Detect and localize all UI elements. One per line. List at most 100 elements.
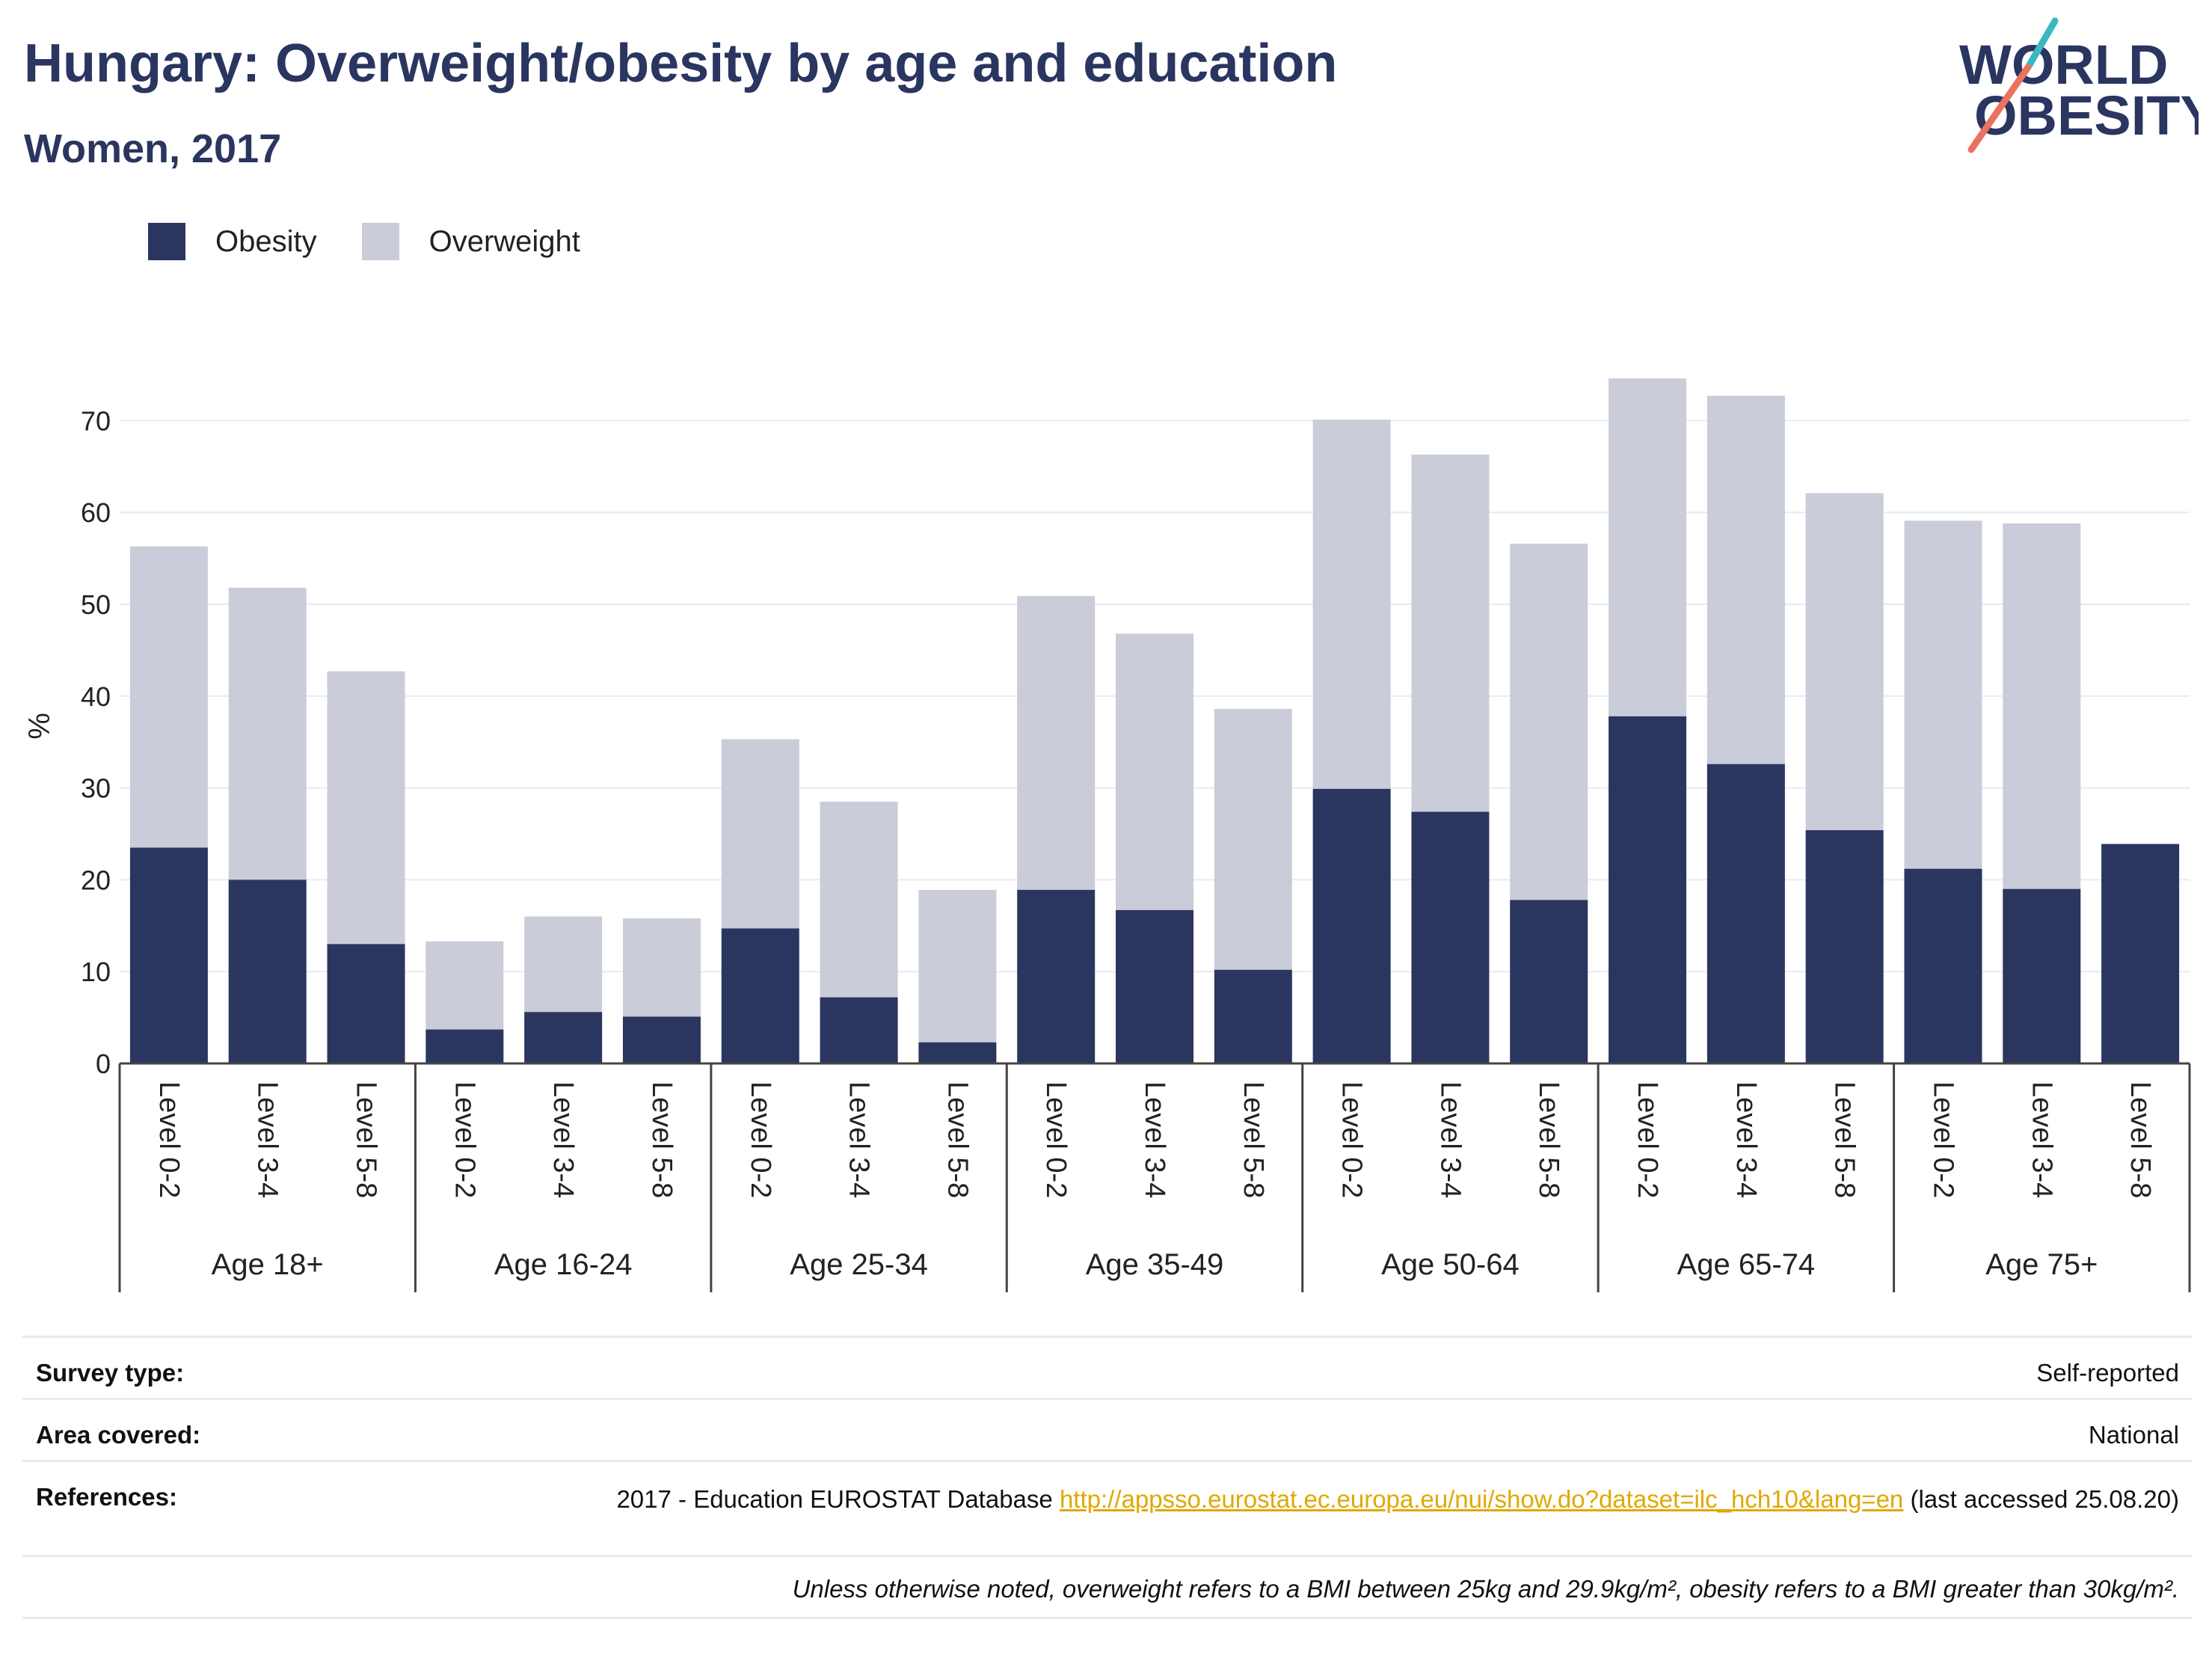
bar-overweight [1017,595,1096,890]
group-label: Age 25-34 [790,1248,928,1281]
legend-swatch-overweight [361,223,399,260]
x-tick-label: Level 5-8 [2125,1081,2156,1198]
info-table: Survey type: Self-reported Area covered:… [22,1336,2193,1619]
survey-type-value: Self-reported [2036,1359,2179,1387]
bar-overweight [622,918,701,1017]
bar-overweight [327,671,405,945]
bar-overweight [918,889,997,1043]
y-axis-label: % [23,713,56,740]
logo-text-world: WORLD [1959,34,2169,96]
group-label: Age 75+ [1985,1248,2098,1281]
x-tick-label: Level 3-4 [1730,1081,1762,1198]
group-label: Age 65-74 [1677,1248,1816,1281]
bar-overweight [228,587,307,880]
group-label: Age 50-64 [1381,1248,1520,1281]
x-tick-label: Level 3-4 [1434,1081,1466,1198]
survey-type-label: Survey type: [36,1359,185,1387]
y-tick-label: 0 [96,1048,111,1079]
definition-note: Unless otherwise noted, overweight refer… [792,1575,2179,1603]
bar-obesity [2101,844,2180,1063]
legend-label-obesity: Obesity [215,224,317,258]
chart-title: Hungary: Overweight/obesity by age and e… [24,34,1338,93]
info-row-references: References: 2017 - Education EUROSTAT Da… [22,1460,2193,1555]
references-label: References: [36,1483,177,1511]
bar-obesity [228,879,307,1063]
logo-slash-coral [1967,64,2032,153]
bar-obesity [327,944,405,1063]
x-tick-label: Level 0-2 [745,1081,776,1198]
x-tick-label: Level 0-2 [1632,1081,1663,1198]
x-tick-label: Level 3-4 [844,1081,875,1198]
info-row-area-covered: Area covered: National [22,1398,2193,1460]
bar-obesity [2003,888,2081,1063]
bar-overweight [1116,633,1193,910]
bar-obesity [918,1042,997,1063]
bar-obesity [524,1012,603,1063]
bar-obesity [1312,788,1391,1063]
stacked-bar-chart: 0 10 20 30 40 50 60 70% Level 0-2 Level 3-4 Level … [23,378,2191,1292]
bar-obesity [1706,764,1785,1063]
x-tick-label: Level 5-8 [1238,1081,1269,1198]
references-suffix: (last accessed 25.08.20) [1903,1485,2179,1513]
bar-obesity [1904,868,1982,1063]
bar-overweight [1312,420,1391,789]
x-tick-label: Level 0-2 [1040,1081,1072,1198]
bar-obesity [1805,830,1884,1063]
x-tick-label: Level 5-8 [351,1081,382,1198]
bar-obesity [1411,811,1490,1063]
y-tick-label: 20 [81,865,111,895]
group-label: Age 35-49 [1086,1248,1224,1281]
bar-overweight [1706,396,1785,764]
x-tick-label: Level 5-8 [1829,1081,1861,1198]
bar-obesity [129,847,208,1063]
world-obesity-logo: WORLD OBESITY [1959,17,2199,153]
y-tick-label: 40 [81,681,111,712]
info-row-survey-type: Survey type: Self-reported [22,1336,2193,1398]
bar-overweight [1904,521,1982,869]
bar-overweight [1805,493,1884,831]
bar-obesity [1510,900,1588,1063]
area-covered-label: Area covered: [36,1421,201,1449]
bar-overweight [721,739,799,929]
group-label: Age 18+ [212,1248,324,1281]
references-value: 2017 - Education EUROSTAT Database http:… [609,1483,2179,1516]
group-label: Age 16-24 [494,1248,633,1281]
bar-overweight [820,802,898,998]
bar-overweight [425,941,504,1030]
x-tick-label: Level 0-2 [1927,1081,1958,1198]
bar-obesity [1116,909,1193,1063]
bar-obesity [721,928,799,1063]
area-covered-value: National [2088,1421,2179,1449]
bar-overweight [1609,378,1687,716]
bar-obesity [1214,969,1292,1063]
y-tick-label: 60 [81,497,111,528]
references-prefix: 2017 - Education EUROSTAT Database [616,1485,1060,1513]
legend-item-obesity[interactable]: Obesity [148,223,317,260]
bar-obesity [1017,889,1096,1063]
bar-overweight [1510,543,1588,900]
bar-overweight [129,546,208,848]
bar-obesity [1609,716,1687,1063]
bar-overweight [1214,708,1292,970]
chart-legend: Obesity Overweight [148,221,625,262]
bar-overweight [2003,523,2081,889]
x-tick-label: Level 0-2 [1336,1081,1368,1198]
x-tick-label: Level 3-4 [547,1081,579,1198]
bar-overweight [1411,454,1490,812]
references-link[interactable]: http://appsso.eurostat.ec.europa.eu/nui/… [1059,1485,1904,1513]
chart-subtitle: Women, 2017 [24,126,282,171]
x-tick-label: Level 5-8 [646,1081,678,1198]
x-tick-label: Level 5-8 [941,1081,973,1198]
x-tick-label: Level 5-8 [1533,1081,1564,1198]
x-tick-label: Level 3-4 [2026,1081,2057,1198]
info-row-note: Unless otherwise noted, overweight refer… [22,1555,2193,1619]
bar-obesity [425,1029,504,1063]
bar-obesity [820,997,898,1063]
y-tick-label: 10 [81,957,111,987]
y-tick-label: 70 [81,405,111,436]
x-tick-label: Level 0-2 [153,1081,185,1198]
legend-label-overweight: Overweight [428,224,580,258]
y-tick-label: 50 [81,589,111,620]
x-tick-label: Level 3-4 [252,1081,283,1198]
legend-item-overweight[interactable]: Overweight [361,223,580,260]
